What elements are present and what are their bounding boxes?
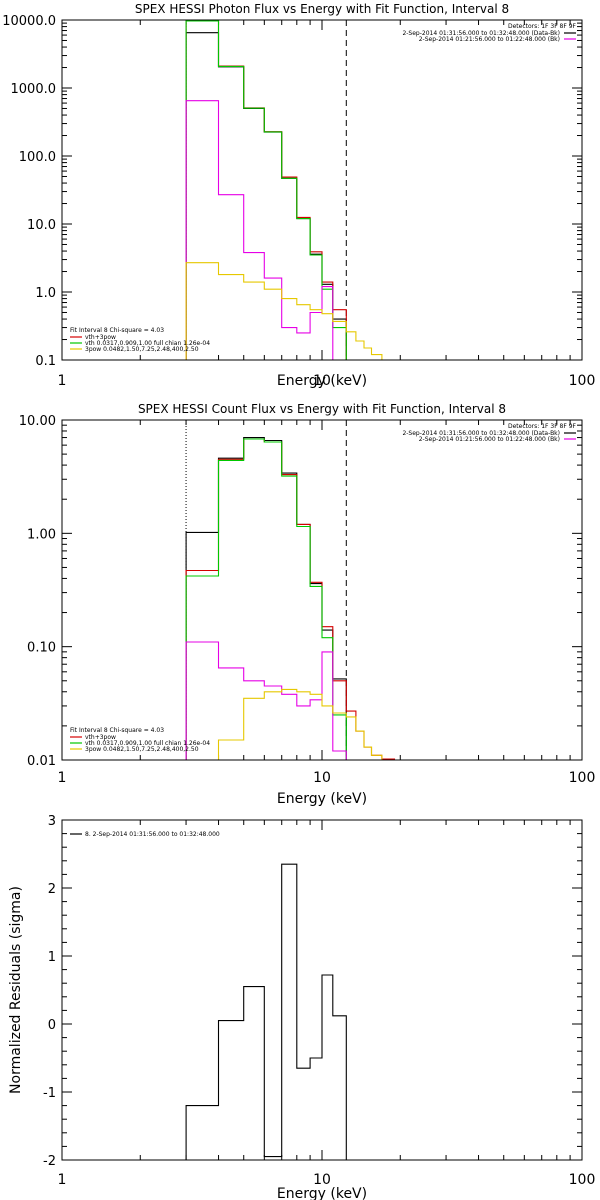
x-tick-label: 10 — [313, 1172, 331, 1188]
x-tick-label: 1 — [58, 770, 67, 786]
series-group — [185, 863, 347, 1160]
x-tick-label: 1 — [58, 1172, 67, 1188]
x-tick-label: 100 — [569, 1172, 596, 1188]
series-line-4 — [185, 100, 347, 360]
y-ticks — [62, 419, 582, 761]
y-tick-label: 1.00 — [27, 527, 56, 542]
legend-entry: 2-Sep-2014 01:21:56.000 to 01:22:48.000 … — [419, 436, 560, 443]
legend-header: Fit Interval 8 Chi-square = 4.03 — [70, 327, 164, 334]
y-tick-label: 0.01 — [27, 754, 56, 769]
y-tick-label: 10.00 — [19, 414, 56, 429]
legend-entry: 2-Sep-2014 01:31:56.000 to 01:32:48.000 … — [402, 430, 560, 437]
plot-frame — [61, 419, 583, 761]
y-tick-label: 0 — [48, 1018, 56, 1033]
y-tick-label: 0.10 — [27, 641, 56, 656]
x-tick-label: 100 — [569, 373, 596, 389]
series-line-5 — [185, 262, 396, 360]
x-axis-label: Energy (keV) — [277, 1186, 367, 1200]
x-axis-label: Energy (keV) — [277, 373, 367, 389]
legend-entry: 3pow 0.0482,1.50,7.25,2.48,400,2.50 — [85, 746, 199, 753]
legend-entry: vth+3pow — [85, 334, 116, 341]
plot-frame — [61, 819, 583, 1161]
legend-top: 8. 2-Sep-2014 01:31:56.000 to 01:32:48.0… — [70, 831, 220, 838]
legend-entry: 2-Sep-2014 01:21:56.000 to 01:22:48.000 … — [419, 36, 560, 43]
y-tick-label: 10000.0 — [2, 14, 56, 29]
chart-panel-3: 1 10 100 -2 -1 0 1 2 3 Energy (keV) Normalized Res… — [8, 814, 595, 1200]
series-group — [185, 20, 396, 360]
legend-bottom: Fit Interval 8 Chi-square = 4.03vth+3pow… — [70, 727, 210, 753]
x-tick-label: 10 — [313, 770, 331, 786]
y-tick-label: 3 — [48, 814, 56, 829]
chart-panel-2: SPEX HESSI Count Flux vs Energy with Fit… — [19, 402, 596, 807]
legend-entry: vth+3pow — [85, 734, 116, 741]
chart-title: SPEX HESSI Photon Flux vs Energy with Fi… — [135, 2, 509, 16]
series-line-1 — [185, 32, 347, 360]
series-line-3 — [185, 438, 347, 760]
y-tick-label: 1000.0 — [11, 82, 57, 97]
legend-header: Detectors: 1F 3F 8F 9F — [508, 423, 577, 430]
legend-entry: 3pow 0.0482,1.50,7.25,2.48,400,2.50 — [85, 346, 199, 353]
legend-top: Detectors: 1F 3F 8F 9F2-Sep-2014 01:31:5… — [402, 423, 576, 443]
legend-entry: 2-Sep-2014 01:31:56.000 to 01:32:48.000 … — [402, 30, 560, 37]
y-tick-label: 10.0 — [27, 218, 56, 233]
y-tick-label: -2 — [43, 1154, 56, 1169]
y-tick-label: 1.0 — [35, 286, 56, 301]
x-axis-label: Energy (keV) — [277, 791, 367, 807]
series-line-1 — [185, 863, 347, 1160]
y-tick-label: 2 — [48, 882, 56, 897]
y-tick-label: 1 — [48, 950, 56, 965]
legend-header: Fit Interval 8 Chi-square = 4.03 — [70, 727, 164, 734]
legend-entry: vth 0.0317,0.909,1.00 full chian 1.26e-0… — [85, 740, 210, 747]
plot-frame — [61, 19, 583, 361]
x-tick-label: 100 — [569, 770, 596, 786]
series-line-3 — [185, 20, 347, 360]
y-tick-label: -1 — [43, 1086, 56, 1101]
y-tick-label: 0.1 — [35, 354, 56, 369]
x-tick-label: 1 — [58, 373, 67, 389]
legend-bottom: Fit Interval 8 Chi-square = 4.03vth+3pow… — [70, 327, 210, 353]
series-line-5 — [217, 688, 396, 760]
series-line-1 — [185, 437, 347, 760]
y-axis-label: Normalized Residuals (sigma) — [8, 886, 24, 1094]
legend-entry: 8. 2-Sep-2014 01:31:56.000 to 01:32:48.0… — [85, 831, 220, 838]
legend-header: Detectors: 1F 3F 8F 9F — [508, 23, 577, 30]
series-line-4 — [185, 641, 347, 760]
series-group — [185, 437, 396, 760]
legend-top: Detectors: 1F 3F 8F 9F2-Sep-2014 01:31:5… — [402, 23, 576, 43]
series-line-2 — [185, 438, 396, 760]
chart-title: SPEX HESSI Count Flux vs Energy with Fit… — [138, 402, 506, 416]
x-tick-label: 10 — [313, 373, 331, 389]
legend-entry: vth 0.0317,0.909,1.00 full chian 1.26e-0… — [85, 340, 210, 347]
y-tick-label: 100.0 — [19, 150, 56, 165]
chart-panel-1: SPEX HESSI Photon Flux vs Energy with Fi… — [2, 2, 595, 389]
